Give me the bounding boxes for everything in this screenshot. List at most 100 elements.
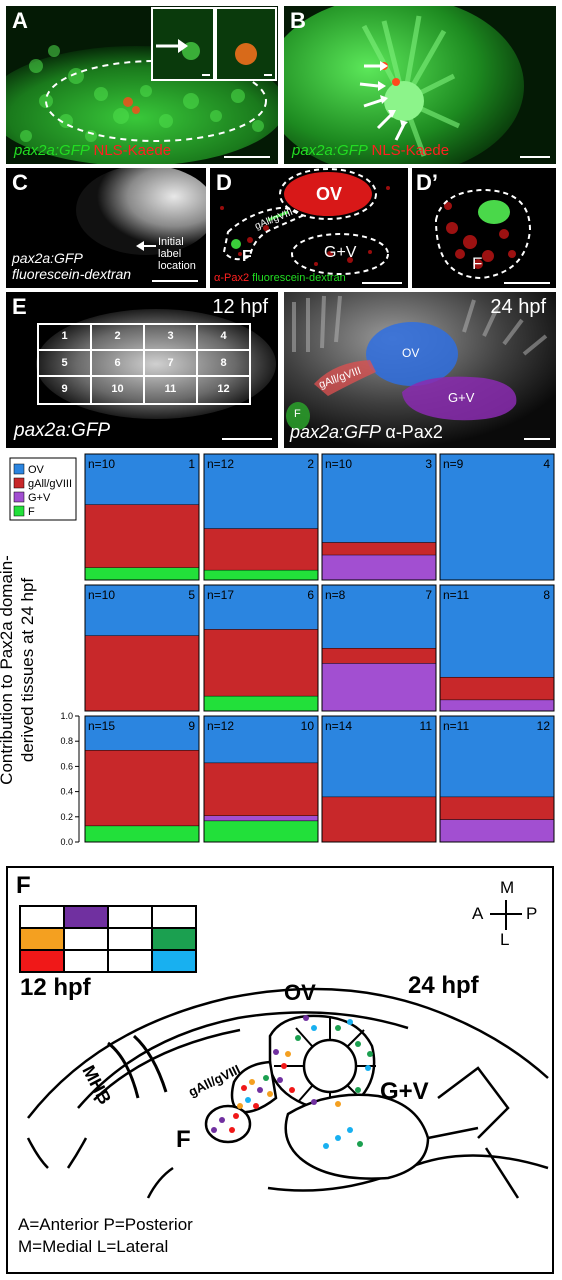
y-tick-label: 0.0 — [60, 837, 73, 847]
cell-id-label: 11 — [420, 719, 433, 733]
y-tick-label: 0.8 — [60, 736, 73, 746]
cell-n-label: n=8 — [325, 588, 346, 602]
panel-f-compass — [490, 900, 522, 930]
panel-c-arrow-text: Initial label location — [158, 236, 206, 272]
bar-segment — [204, 815, 318, 821]
bar-segment — [440, 819, 554, 842]
bar-segment — [322, 796, 436, 842]
panel-f-grid — [19, 905, 197, 973]
cell-frame — [439, 715, 555, 843]
panel-f-legend-line2: M=Medial L=Lateral — [18, 1237, 169, 1256]
chart-cell: n=9 4 — [439, 453, 555, 581]
cell-id-label: 10 — [301, 719, 315, 733]
cell-id-label: 6 — [307, 588, 314, 602]
bar-segment — [85, 716, 199, 751]
y-tick-label: 0.2 — [60, 812, 73, 822]
bar-segment — [85, 504, 199, 568]
bar-segment — [204, 528, 318, 570]
bar-segment — [85, 635, 199, 711]
panel-f-f-region — [204, 1104, 252, 1144]
grid-cell-label: 11 — [164, 383, 177, 396]
bar-segment — [440, 796, 554, 820]
panel-c-caption-line1: pax2a:GFP — [12, 250, 83, 266]
y-tick-label: 0.4 — [60, 787, 73, 797]
panel-c-label: C — [12, 170, 28, 195]
grid-cell-label: 2 — [114, 330, 121, 342]
panel-d-caption-red: α-Pax2 — [214, 272, 250, 284]
panel-f: F 12 hpf 24 hpf M A P L MHB OV gAll/gVII… — [6, 866, 554, 1274]
panel-d-caption: α-Pax2 fluorescein-dextran — [214, 272, 346, 284]
cell-n-label: n=17 — [207, 588, 234, 602]
cell-frame — [84, 453, 200, 581]
grid-cell-label: 10 — [111, 383, 124, 396]
panel-e-right-image — [284, 292, 556, 448]
chart-cells: n=10 1 n=12 2 n=10 3 n=9 4n=10 5 n=17 6 n=8 7 n=11 8n=… — [84, 453, 555, 843]
bar-segment — [322, 663, 436, 711]
cell-n-label: n=10 — [88, 588, 115, 602]
legend-swatch — [13, 463, 25, 475]
panel-a-caption-green: pax2a:GFP — [14, 142, 90, 159]
chart-cell: n=10 3 — [321, 453, 437, 581]
cell-frame — [84, 715, 200, 843]
panel-f-compass-a: A — [472, 904, 484, 923]
chart-y-axis: 0.0 0.2 0.4 0.6 0.8 1.0 — [60, 711, 80, 847]
legend-swatch — [13, 491, 25, 503]
panel-f-cell-dots — [211, 1015, 373, 1149]
bar-segment — [322, 648, 436, 664]
panel-f-compass-p: P — [526, 904, 538, 923]
panel-d: D OV gAll/gVIII F G+V α-Pax2 fluorescein… — [210, 168, 408, 288]
panel-b-image — [284, 6, 556, 164]
panel-d-prime-label: D’ — [416, 170, 438, 195]
panel-b: B pax2a:GFP NLS-Kaede — [284, 6, 556, 164]
chart-legend: OV gAll/gVIII G+V F — [9, 457, 77, 521]
panel-f-compass-l: L — [500, 930, 510, 949]
cell-frame — [439, 453, 555, 581]
panel-c-caption-line2: fluorescein-dextran — [12, 266, 132, 282]
panel-b-caption-red: NLS-Kaede — [371, 142, 450, 159]
cell-frame — [321, 715, 437, 843]
bar-segment — [322, 585, 436, 648]
cell-n-label: n=12 — [207, 719, 234, 733]
cell-n-label: n=9 — [443, 457, 464, 471]
cell-frame — [84, 584, 200, 712]
panel-f-brain-outline — [26, 987, 549, 1199]
bar-segment — [322, 454, 436, 543]
cell-frame — [203, 715, 319, 843]
cell-id-label: 7 — [425, 588, 432, 602]
bar-segment — [440, 716, 554, 797]
bar-segment — [85, 750, 199, 826]
y-tick-label: 0.6 — [60, 761, 73, 771]
panel-c-caption: pax2a:GFP fluorescein-dextran — [12, 250, 131, 282]
bar-segment — [85, 585, 199, 636]
cell-id-label: 3 — [425, 457, 432, 471]
panel-e-label: E — [12, 294, 27, 319]
panel-f-gv-region — [284, 1093, 430, 1180]
bar-segment — [204, 762, 318, 816]
cell-frame — [321, 584, 437, 712]
cell-id-label: 8 — [543, 588, 550, 602]
bar-segment — [204, 454, 318, 529]
chart-cell: n=11 8 — [439, 584, 555, 712]
grid-cell-label: 3 — [167, 330, 174, 342]
panel-a-image — [6, 6, 278, 164]
legend-label: OV — [28, 464, 45, 476]
bar-segment — [85, 454, 199, 505]
bar-segment — [204, 695, 318, 711]
cell-frame — [439, 584, 555, 712]
cell-n-label: n=11 — [443, 588, 469, 602]
chart-cell: n=12 10 — [203, 715, 319, 843]
cell-id-label: 1 — [188, 457, 195, 471]
panel-f-ov: OV — [284, 980, 316, 1005]
chart-cell: n=17 6 — [203, 584, 319, 712]
panel-e-grid-labels: 1 2 3 4 5 6 7 8 9 10 11 12 — [38, 324, 250, 404]
panel-b-caption: pax2a:GFP NLS-Kaede — [292, 142, 449, 159]
bar-segment — [204, 569, 318, 580]
panel-e-right-region-ov: OV — [402, 346, 420, 360]
panel-a-caption: pax2a:GFP NLS-Kaede — [14, 142, 171, 159]
bar-segment — [440, 454, 554, 580]
panel-f-time-right: 24 hpf — [408, 972, 479, 999]
panel-b-caption-green: pax2a:GFP — [292, 142, 368, 159]
grid-cell-label: 1 — [61, 330, 68, 342]
chart-cell: n=15 9 — [84, 715, 200, 843]
panel-d-caption-green: fluorescein-dextran — [252, 272, 346, 284]
